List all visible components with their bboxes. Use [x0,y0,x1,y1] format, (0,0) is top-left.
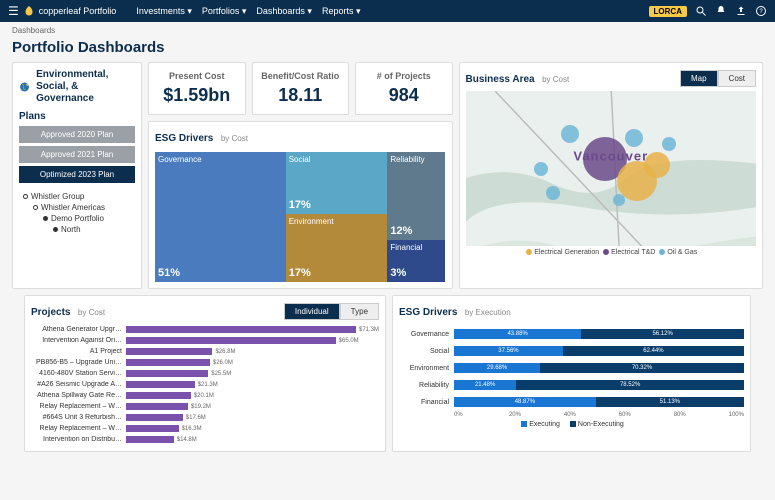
kpi-label: Present Cost [157,71,237,81]
kpi-card-2: # of Projects 984 [355,62,453,115]
treemap-subtitle: by Cost [221,134,248,143]
tree-node-2[interactable]: Demo Portfolio [19,213,135,224]
esg-exec-title: ESG Drivers [399,307,457,318]
tree-node-1[interactable]: Whistler Americas [19,202,135,213]
plan-button-1[interactable]: Approved 2021 Plan [19,146,135,163]
tree-node-0[interactable]: Whistler Group [19,191,135,202]
project-bar-row[interactable]: PB856-B5 – Upgrade Uni…$26.0M [31,357,379,368]
kpi-card-0: Present Cost $1.59bn [148,62,246,115]
esg-treemap-panel: ESG Drivers by Cost Governance51%Social1… [148,121,453,289]
upload-icon[interactable] [735,5,747,17]
plan-button-2[interactable]: Optimized 2023 Plan [19,166,135,183]
project-bar-row[interactable]: Athena Spillway Gate Re…$20.1M [31,390,379,401]
map-bubble-4[interactable] [625,129,643,147]
individual-toggle-button[interactable]: Individual [284,303,340,320]
map-bubble-8[interactable] [613,194,625,206]
brand-text: copperleaf Portfolio [39,6,117,16]
project-bar-row[interactable]: A1 Project$26.8M [31,346,379,357]
exec-legend: Executing Non-Executing [399,421,744,428]
treemap-cell-social[interactable]: Social17% [286,152,388,214]
projects-panel: Projects by Cost Individual Type Athena … [24,295,386,452]
project-bar-row[interactable]: #A26 Seismic Upgrade A…$21.3M [31,379,379,390]
treemap-title: ESG Drivers [155,133,213,144]
map-bubble-5[interactable] [662,137,676,151]
treemap-cell-environment[interactable]: Environment17% [286,214,388,282]
project-bar-row[interactable]: Athena Generator Upgr…$71.3M [31,324,379,335]
map-legend: Electrical Generation Electrical T&D Oil… [466,249,757,256]
sidebar-panel: Environmental, Social, & Governance Plan… [12,62,142,289]
brand-logo[interactable]: copperleaf Portfolio [23,5,117,17]
esg-globe-icon [19,77,30,97]
sidebar-title: Environmental, Social, & Governance [36,69,135,105]
treemap-cell-financial[interactable]: Financial3% [387,240,445,282]
search-icon[interactable] [695,5,707,17]
cost-toggle-button[interactable]: Cost [718,70,756,87]
kpi-label: # of Projects [364,71,444,81]
exec-bar-row[interactable]: Environment29.68%70.32% [399,360,744,376]
kpi-value: 984 [364,85,444,106]
exec-bar-row[interactable]: Reliability21.48%78.52% [399,377,744,393]
leaf-icon [23,5,35,17]
breadcrumb[interactable]: Dashboards [0,22,775,39]
help-icon[interactable]: ? [755,5,767,17]
nav-item-2[interactable]: Dashboards ▾ [256,6,312,17]
map-bubble-7[interactable] [546,186,560,200]
kpi-card-1: Benefit/Cost Ratio 18.11 [252,62,350,115]
plans-heading: Plans [19,111,135,122]
hamburger-icon[interactable]: ☰ [8,4,19,18]
treemap-cell-reliability[interactable]: Reliability12% [387,152,445,240]
nav-item-3[interactable]: Reports ▾ [322,6,361,17]
business-area-subtitle: by Cost [542,75,569,84]
kpi-value: $1.59bn [157,85,237,106]
exec-bar-row[interactable]: Financial48.87%51.13% [399,394,744,410]
project-bar-row[interactable]: Relay Replacement – W…$19.2M [31,401,379,412]
treemap-cell-governance[interactable]: Governance51% [155,152,286,282]
projects-title: Projects [31,307,70,318]
tree-node-3[interactable]: North [19,224,135,235]
project-bar-row[interactable]: Relay Replacement – W…$16.3M [31,423,379,434]
plan-button-0[interactable]: Approved 2020 Plan [19,126,135,143]
projects-subtitle: by Cost [78,308,105,317]
map-bubble-6[interactable] [534,162,548,176]
kpi-value: 18.11 [261,85,341,106]
exec-bar-row[interactable]: Governance43.88%56.12% [399,326,744,342]
type-toggle-button[interactable]: Type [340,303,379,320]
user-badge[interactable]: LORCA [649,6,687,17]
top-nav-bar: ☰ copperleaf Portfolio Investments ▾ Port… [0,0,775,22]
nav-item-1[interactable]: Portfolios ▾ [202,6,247,17]
project-bar-row[interactable]: Intervention Against Ori…$65.0M [31,335,379,346]
esg-execution-panel: ESG Drivers by Execution Governance43.88… [392,295,751,452]
esg-exec-subtitle: by Execution [465,308,511,317]
project-bar-row[interactable]: Intervention on Distribu…$14.8M [31,434,379,445]
map-toggle-button[interactable]: Map [680,70,718,87]
business-area-panel: Business Area by Cost Map Cost Vancouver… [459,62,764,289]
portfolio-tree: Whistler GroupWhistler AmericasDemo Port… [19,191,135,235]
project-bar-row[interactable]: 4160-480V Station Servi…$25.5M [31,368,379,379]
map-area[interactable]: Vancouver [466,91,757,246]
nav-item-0[interactable]: Investments ▾ [136,6,192,17]
exec-bar-row[interactable]: Social37.56%62.44% [399,343,744,359]
page-title: Portfolio Dashboards [0,39,775,62]
svg-text:?: ? [759,9,763,15]
bell-icon[interactable] [715,5,727,17]
kpi-label: Benefit/Cost Ratio [261,71,341,81]
project-bar-row[interactable]: #664S Unit 3 Refurbish…$17.6M [31,412,379,423]
business-area-title: Business Area [466,74,535,85]
